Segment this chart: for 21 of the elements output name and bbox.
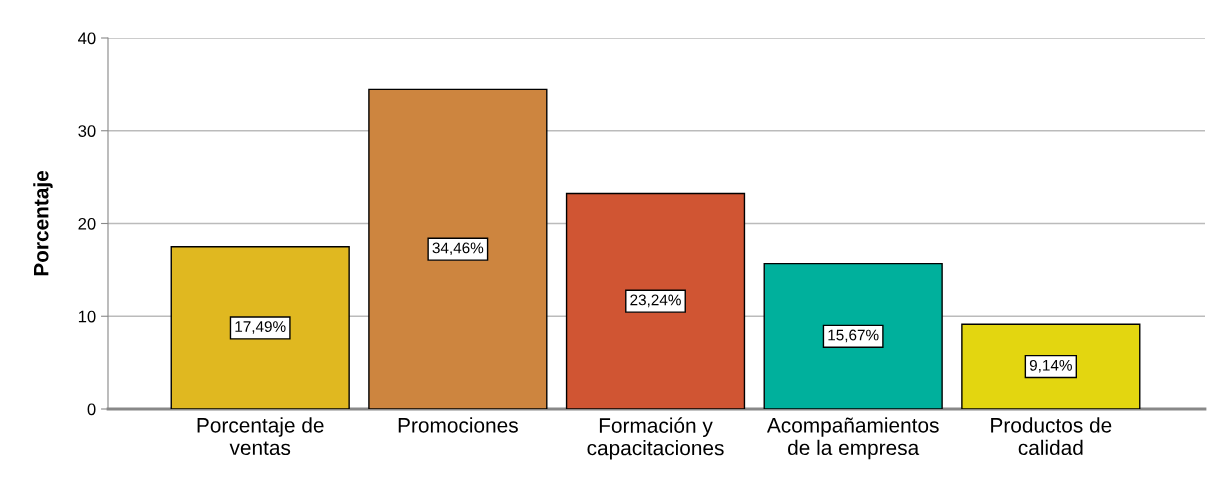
bar — [565, 192, 746, 409]
bar — [961, 323, 1141, 409]
x-tick-label: Acompañamientos de la empresa — [766, 417, 939, 460]
data-label: 17,49% — [235, 321, 286, 334]
x-tick-label: Promociones — [398, 417, 518, 433]
bar — [763, 262, 943, 409]
data-label: 34,46% — [432, 242, 484, 256]
y-tick-label: 0 — [87, 403, 96, 416]
data-label: 23,24% — [630, 294, 681, 308]
x-tick-label: Formación y capacitaciones — [587, 417, 724, 460]
x-tick-label: Productos de calidad — [991, 417, 1112, 456]
bar — [170, 246, 350, 409]
data-label: 15,67% — [828, 329, 879, 343]
y-axis-title: Porcentaje — [33, 170, 53, 276]
y-tick-label: 20 — [78, 217, 96, 230]
y-tick-label: 10 — [78, 310, 96, 323]
y-tick-label: 30 — [78, 125, 96, 137]
data-label: 9,14% — [1029, 359, 1072, 373]
bar — [368, 88, 548, 409]
y-tick-label: 40 — [78, 32, 96, 45]
x-tick-label: Porcentaje de ventas — [197, 417, 324, 456]
